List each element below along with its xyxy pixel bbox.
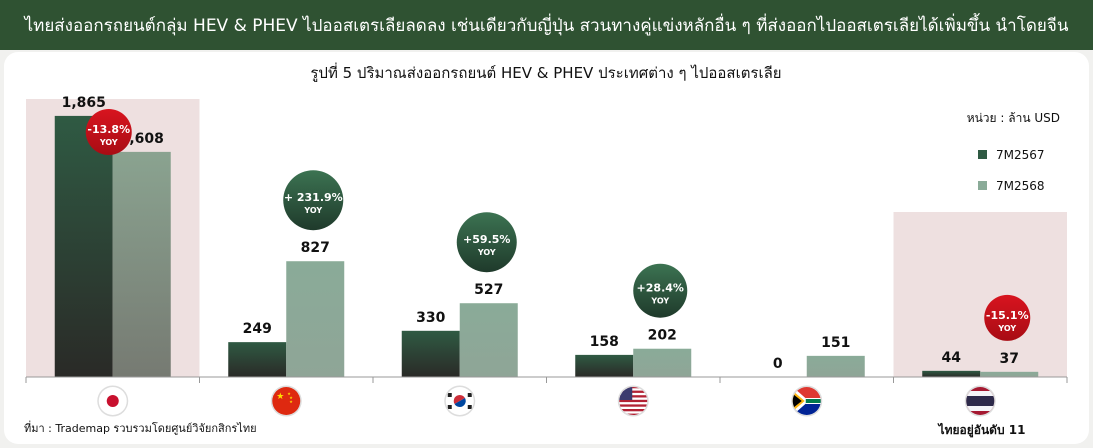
bar-united-states-7m2568 — [633, 348, 692, 377]
yoy-suffix: YOY — [650, 297, 669, 306]
svg-text:★: ★ — [289, 395, 293, 400]
bar-japan-7m2568 — [112, 151, 171, 377]
chart-card: รูปที่ 5 ปริมาณส่งออกรถยนต์ HEV & PHEV ป… — [4, 52, 1089, 444]
south-africa-flag-icon — [791, 385, 823, 417]
header-title: ไทยส่งออกรถยนต์กลุ่ม HEV & PHEV ไปออสเตร… — [24, 15, 1069, 36]
yoy-badge-south-korea: +59.5% YOY — [456, 212, 517, 273]
bar-thailand-7m2568 — [980, 371, 1039, 377]
bar-china-7m2567 — [228, 342, 287, 377]
legend: 7M2567 7M2568 — [978, 148, 1045, 193]
thailand-flag-icon — [964, 385, 996, 417]
yoy-suffix: YOY — [303, 206, 322, 215]
highlight-band-thailand — [893, 212, 1067, 377]
yoy-badge-united-states: +28.4% YOY — [633, 263, 688, 318]
japan-flag-icon — [97, 385, 129, 417]
value-label-south-africa-7m2568: 151 — [821, 335, 850, 351]
yoy-badge-circle — [283, 170, 344, 231]
yoy-percent: +59.5% — [463, 233, 510, 246]
yoy-suffix: YOY — [477, 248, 496, 257]
yoy-suffix: YOY — [99, 138, 118, 147]
yoy-badge-china: + 231.9% YOY — [283, 170, 344, 231]
svg-text:★: ★ — [276, 392, 284, 402]
bar-united-states-7m2567 — [575, 354, 634, 377]
yoy-badge-circle — [85, 109, 132, 155]
legend-label-7m2567: 7M2567 — [996, 148, 1045, 162]
yoy-percent: -13.8% — [87, 123, 130, 136]
value-label-japan-7m2567: 1,865 — [62, 95, 106, 111]
bar-south-korea-7m2568 — [459, 303, 518, 377]
legend-label-7m2568: 7M2568 — [996, 179, 1045, 193]
china-flag-icon: ★ ★★★ — [270, 385, 302, 417]
svg-text:★: ★ — [289, 399, 293, 404]
legend-swatch-7m2568 — [978, 181, 987, 190]
united-states-flag-icon — [617, 385, 649, 417]
chart-title: รูปที่ 5 ปริมาณส่งออกรถยนต์ HEV & PHEV ป… — [310, 62, 781, 82]
value-label-thailand-7m2568: 37 — [1000, 351, 1019, 367]
value-label-china-7m2567: 249 — [243, 321, 272, 337]
unit-label: หน่วย : ล้าน USD — [967, 111, 1060, 125]
source-note: ที่มา : Trademap รวบรวมโดยศูนย์วิจัยกสิก… — [24, 420, 257, 435]
svg-text:★: ★ — [287, 391, 291, 396]
yoy-percent: + 231.9% — [284, 191, 343, 204]
yoy-percent: -15.1% — [986, 309, 1029, 322]
value-label-south-korea-7m2568: 527 — [474, 282, 503, 298]
bar-south-korea-7m2567 — [401, 330, 460, 377]
bar-japan-7m2567 — [54, 115, 113, 378]
yoy-badge-japan: -13.8% YOY — [85, 109, 132, 155]
value-label-thailand-7m2567: 44 — [942, 350, 962, 366]
value-label-united-states-7m2567: 158 — [590, 334, 619, 350]
value-label-south-korea-7m2567: 330 — [416, 310, 445, 326]
header-bar: ไทยส่งออกรถยนต์กลุ่ม HEV & PHEV ไปออสเตร… — [0, 0, 1093, 50]
yoy-badge-circle — [633, 263, 688, 318]
yoy-badge-thailand: -15.1% YOY — [984, 294, 1031, 341]
value-label-south-africa-7m2567: 0 — [773, 356, 783, 372]
value-label-united-states-7m2568: 202 — [648, 328, 677, 344]
thailand-rank-note: ไทยอยู่อันดับ 11 — [937, 422, 1026, 438]
value-label-china-7m2568: 827 — [301, 240, 330, 256]
legend-swatch-7m2567 — [978, 150, 987, 159]
yoy-percent: +28.4% — [637, 282, 684, 295]
south-korea-flag-icon — [444, 385, 476, 417]
bar-chart: รูปที่ 5 ปริมาณส่งออกรถยนต์ HEV & PHEV ป… — [24, 62, 1068, 438]
bar-china-7m2568 — [286, 261, 345, 377]
bar-thailand-7m2567 — [922, 370, 981, 377]
yoy-badge-circle — [456, 212, 517, 273]
bar-south-africa-7m2568 — [806, 355, 865, 377]
yoy-suffix: YOY — [997, 324, 1016, 333]
yoy-badge-circle — [984, 294, 1031, 341]
